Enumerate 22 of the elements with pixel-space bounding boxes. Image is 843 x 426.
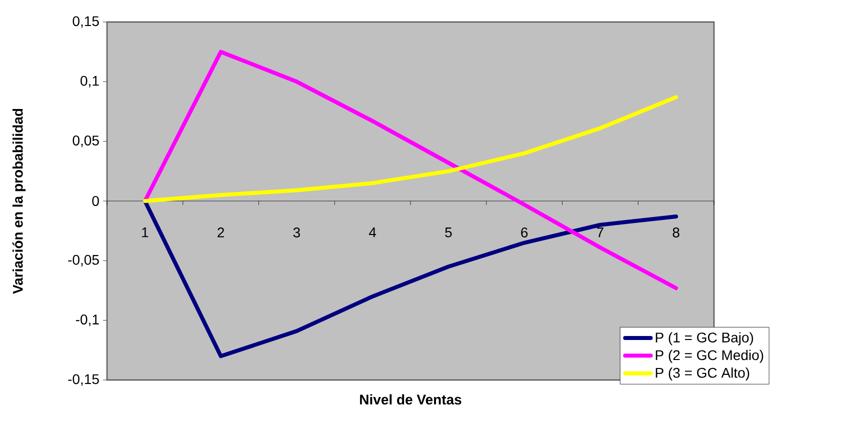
x-tick-label: 5 [445,228,452,238]
x-tick-label: 2 [218,228,224,238]
x-axis-title: Nivel de Ventas [360,394,462,405]
x-tick-label: 3 [293,228,300,238]
y-tick-label: -0,15 [68,374,99,386]
y-tick-label: -0,05 [68,254,99,266]
line-series [142,95,678,203]
y-tick-label: -0,1 [76,314,99,326]
y-tick-label: 0,15 [72,16,99,28]
y-axis-title: Variación en la probabilidad [12,108,26,294]
y-tick-label: 0,05 [72,136,99,148]
x-tick-label: 1 [142,228,148,238]
y-tick-label: 0,1 [80,76,99,88]
x-tick-label: 7 [597,228,604,238]
x-tick-label: 8 [672,228,680,238]
x-tick-label: 4 [368,228,376,238]
legend-label: P (3 = GC Alto) [656,368,750,381]
line-series [142,50,678,290]
legend-label: P (1 = GC Bajo) [656,332,754,346]
legend-label: P (2 = GC Medio) [656,350,764,363]
y-tick-label: 0 [92,196,99,206]
x-tick-label: 6 [521,228,528,238]
